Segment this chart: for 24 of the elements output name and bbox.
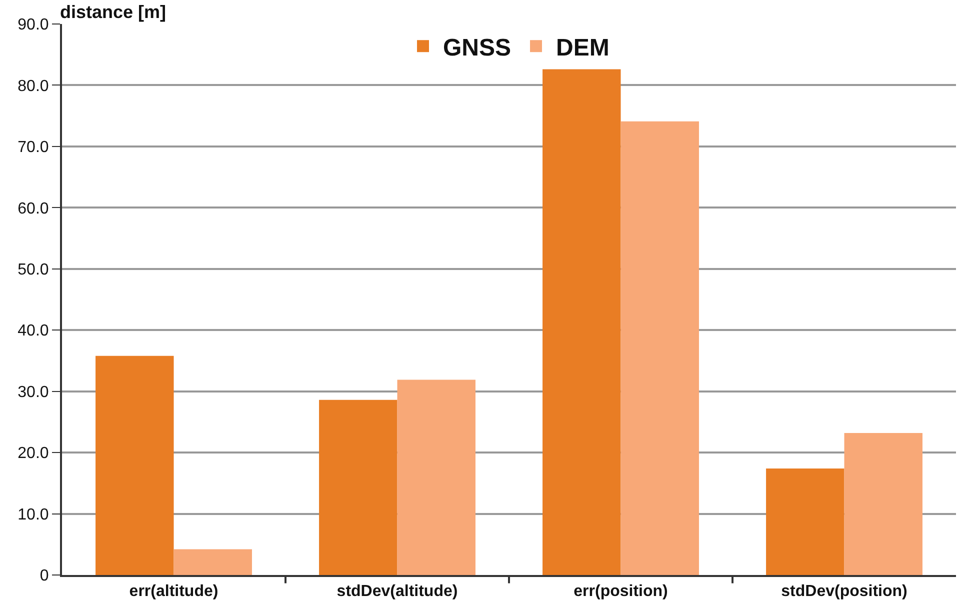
y-tick-label: 90.0 <box>18 16 49 34</box>
y-axis-title: distance [m] <box>60 2 166 22</box>
y-tick-label: 60.0 <box>18 200 49 218</box>
legend-label: GNSS <box>443 34 512 62</box>
bar <box>397 380 476 575</box>
x-tick-label: err(position) <box>574 583 668 600</box>
bar <box>766 468 844 575</box>
bar <box>319 400 398 575</box>
bar <box>844 432 922 575</box>
y-tick-label: 70.0 <box>18 139 49 156</box>
y-tick-label: 80.0 <box>18 78 49 95</box>
y-tick-label: 50.0 <box>18 261 49 278</box>
y-tick-label: 0 <box>40 568 49 585</box>
legend-label: DEM <box>556 34 610 62</box>
y-tick-label: 10.0 <box>18 506 49 524</box>
bar <box>620 121 699 575</box>
y-tick-label: 20.0 <box>18 445 49 462</box>
bar <box>96 356 174 575</box>
bar <box>174 549 252 575</box>
y-tick-label: 40.0 <box>18 322 49 340</box>
x-tick-label: err(altitude) <box>129 583 218 600</box>
y-tick-label: 30.0 <box>18 384 49 401</box>
x-tick-label: stdDev(altitude) <box>336 583 458 600</box>
x-tick-label: stdDev(position) <box>781 583 908 600</box>
